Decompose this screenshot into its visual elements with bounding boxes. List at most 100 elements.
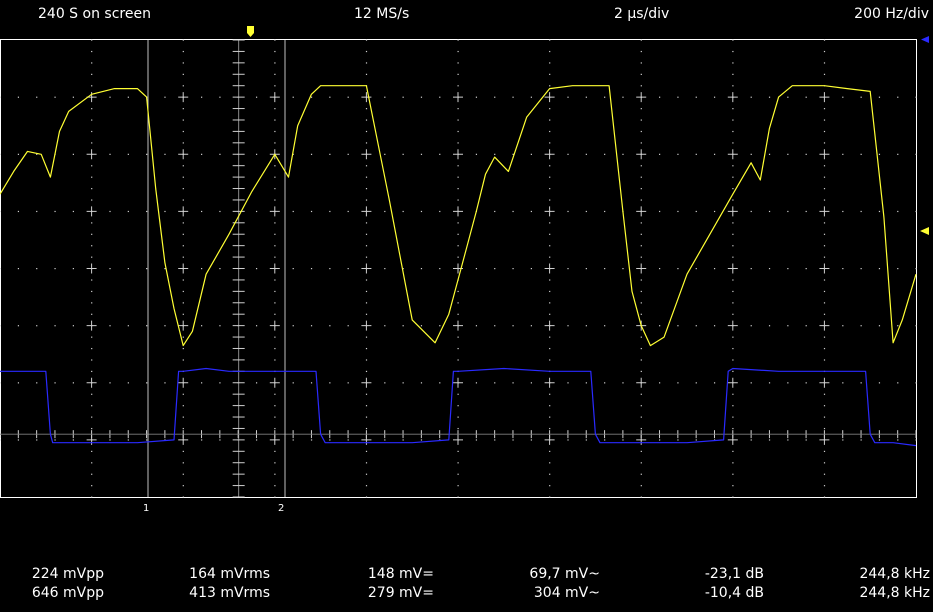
graticule-dot (109, 268, 111, 270)
graticule-dot (604, 325, 606, 327)
graticule-dot (823, 165, 826, 167)
graticule-dot (72, 325, 74, 327)
graticule-dot (659, 96, 661, 98)
graticule-dot (219, 268, 221, 270)
graticule-dot (182, 359, 184, 361)
graticule-dot (695, 268, 697, 270)
graticule-dot (274, 119, 276, 121)
graticule-dot (549, 73, 551, 75)
ch1-vpp: 224 mVpp (31, 566, 104, 582)
graticule-dot (292, 325, 294, 327)
graticule-dot (567, 210, 569, 213)
ch1-vdc: 148 mV= (367, 566, 434, 582)
graticule-dot (201, 382, 203, 384)
graticule-dot (842, 210, 844, 213)
graticule-dot (878, 210, 881, 213)
measurement-cursors[interactable]: 1 2 (143, 40, 286, 514)
graticule-dot (842, 268, 844, 270)
ch2-vdc: 279 mV= (367, 585, 434, 601)
graticule-dot (823, 256, 826, 258)
graticule-dot (439, 153, 441, 155)
graticule-dot (310, 325, 313, 327)
graticule-dot (365, 73, 368, 75)
graticule-dot (567, 268, 569, 270)
graticule-dot (457, 222, 459, 224)
graticule-dot (915, 210, 917, 213)
graticule-dot (677, 268, 679, 270)
channel-2-level-marker-icon[interactable] (921, 36, 929, 43)
graticule-dot (768, 153, 771, 155)
graticule-dot (823, 416, 826, 418)
graticule-dot (530, 382, 532, 384)
graticule-dot (915, 325, 917, 327)
graticule-dot (109, 325, 111, 327)
graticule-dot (823, 393, 826, 395)
graticule-dot (274, 290, 276, 293)
graticule-dot (219, 96, 221, 98)
graticule-dot (659, 153, 661, 155)
graticule-dot (127, 268, 129, 270)
graticule-dot (750, 268, 752, 270)
graticule-dot (567, 439, 569, 441)
graticule-dot (182, 347, 184, 350)
graticule-dot (182, 416, 184, 418)
graticule-dot (201, 210, 203, 213)
graticule-dot (54, 325, 56, 327)
graticule-dot (365, 427, 368, 430)
graticule-dot (17, 96, 20, 98)
graticule-dot (365, 336, 368, 338)
sample-rate-readout: 12 MS/s (354, 6, 410, 22)
graticule-dot (91, 62, 93, 64)
graticule-dot (274, 473, 276, 475)
graticule-dot (695, 153, 697, 155)
graticule-dot (201, 268, 203, 270)
graticule-dot (659, 439, 661, 441)
graticule-dot (732, 199, 734, 201)
waveform-display[interactable]: 1 2 (0, 0, 933, 520)
graticule-dot (365, 370, 368, 373)
graticule-dot (365, 347, 368, 350)
graticule-dot (640, 485, 642, 487)
graticule-dot (457, 473, 459, 475)
graticule-dot (365, 290, 368, 293)
graticule-dot (72, 439, 74, 441)
graticule-dot (713, 325, 716, 327)
graticule-dot (457, 347, 459, 350)
graticule-dot (457, 165, 459, 167)
graticule-dot (732, 347, 734, 350)
graticule-dot (549, 199, 551, 201)
ch1-vac: 69,7 mV~ (529, 566, 600, 582)
graticule-dot (91, 233, 93, 235)
graticule-dot (420, 153, 423, 155)
graticule-dot (17, 439, 20, 441)
channel-1-level-marker-icon[interactable] (920, 227, 929, 235)
graticule-dot (604, 382, 606, 384)
graticule-dot (787, 96, 789, 98)
graticule-dot (659, 325, 661, 327)
trigger-position-marker-icon[interactable] (247, 26, 254, 37)
graticule-dot (732, 473, 734, 475)
graticule-dot (91, 405, 93, 407)
graticule-dot (732, 233, 734, 235)
graticule-dot (915, 268, 917, 270)
graticule-dot (457, 142, 459, 144)
graticule-dot (457, 359, 459, 361)
graticule-dot (347, 382, 349, 384)
graticule-dot (457, 302, 459, 304)
graticule-dot (842, 96, 844, 98)
graticule-dot (842, 439, 844, 441)
graticule-dot (91, 188, 93, 190)
graticule-dot (109, 439, 111, 441)
graticule-dot (549, 313, 551, 315)
graticule-dot (823, 405, 826, 407)
graticule-dot (915, 96, 917, 98)
graticule-dot (750, 153, 752, 155)
graticule-dot (365, 142, 368, 144)
graticule-dot (530, 96, 532, 98)
graticule-dot (365, 393, 368, 395)
graticule-dot (384, 210, 386, 213)
graticule-dot (146, 268, 148, 270)
graticule-dot (274, 416, 276, 418)
graticule-dot (640, 313, 642, 315)
graticule-dot (255, 382, 258, 384)
